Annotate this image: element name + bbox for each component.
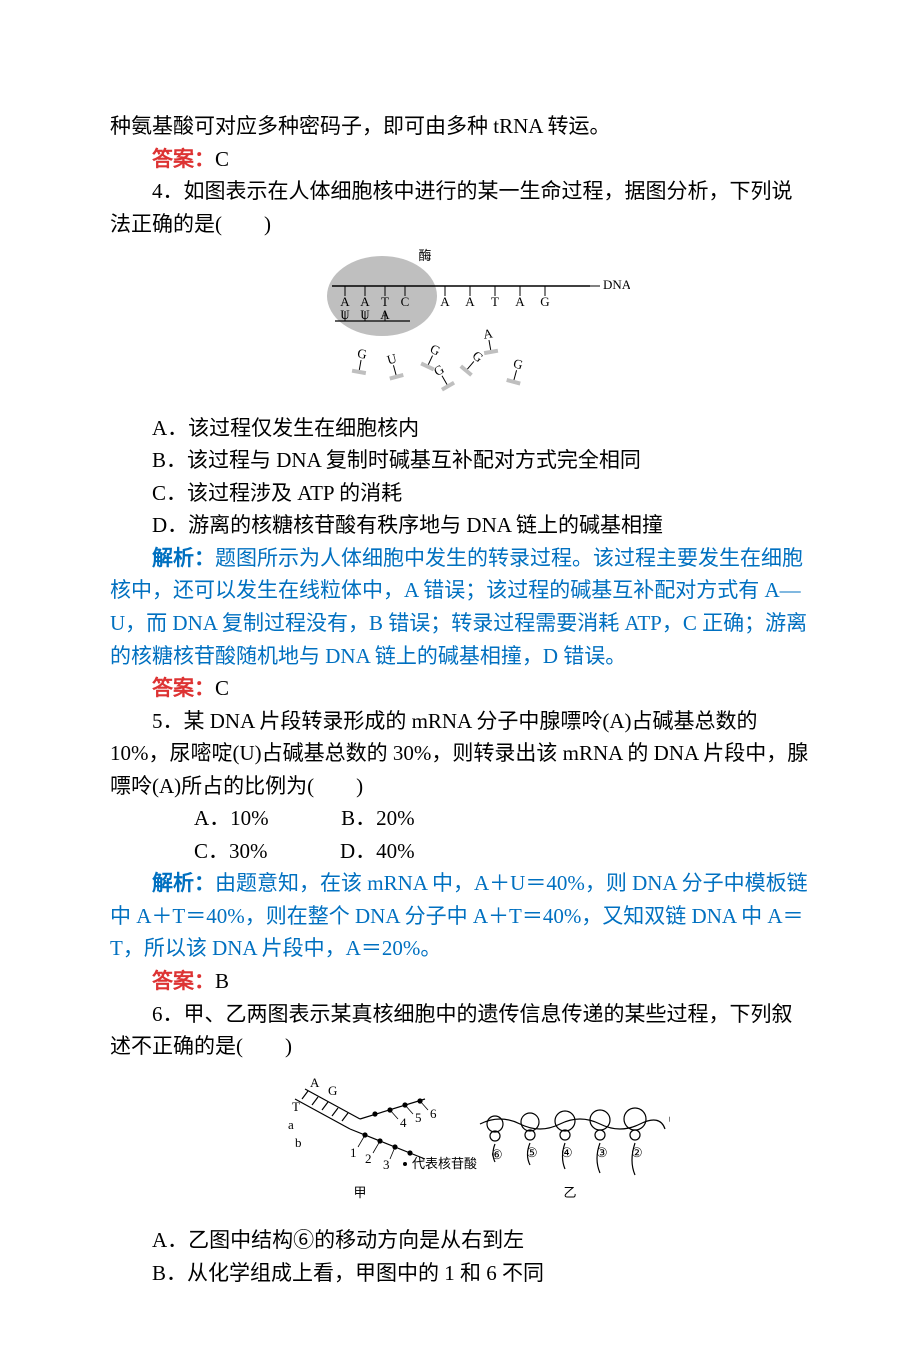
answer-label: 答案： (152, 969, 215, 993)
panel-right-label: 乙 (563, 1185, 576, 1200)
q5-option-b: B．20% (299, 802, 415, 835)
q5-options-row2: C．30% D．40% (110, 835, 810, 868)
dna-strand-label: DNA单链 (603, 277, 630, 292)
q5-stem: 5．某 DNA 片段转录形成的 mRNA 分子中腺嘌呤(A)占碱基总数的 10%… (110, 705, 810, 803)
svg-text:A: A (515, 294, 525, 309)
svg-text:U: U (360, 307, 370, 322)
svg-text:5: 5 (415, 1110, 422, 1125)
svg-text:U: U (340, 307, 350, 322)
svg-text:③: ③ (596, 1145, 608, 1160)
svg-text:T: T (491, 294, 499, 309)
svg-text:A: A (440, 294, 450, 309)
q4-answer-line: 答案：C (110, 672, 810, 705)
dna-base-5: A (465, 286, 475, 309)
svg-text:⑤: ⑤ (526, 1145, 538, 1160)
dna-base-8: G (540, 286, 549, 309)
q5-explain: 解析：由题意知，在该 mRNA 中，A＋U＝40%，则 DNA 分子中模板链中 … (110, 867, 810, 965)
q4-option-d: D．游离的核糖核苷酸有秩序地与 DNA 链上的碱基相撞 (110, 509, 810, 542)
continuation-text: 种氨基酸可对应多种密码子，即可由多种 tRNA 转运。 (110, 110, 810, 143)
svg-text:b: b (295, 1135, 302, 1150)
svg-text:G: G (356, 346, 368, 362)
svg-text:G: G (431, 362, 447, 380)
q6-stem: 6．甲、乙两图表示某真核细胞中的遗传信息传递的某些过程，下列叙述不正确的是( ) (110, 998, 810, 1063)
svg-text:U: U (385, 350, 399, 367)
q5-option-d: D．40% (298, 835, 415, 868)
svg-text:a: a (288, 1117, 294, 1132)
q5-explain-text: 由题意知，在该 mRNA 中，A＋U＝40%，则 DNA 分子中模板链中 A＋T… (110, 871, 808, 960)
q4-option-c: C．该过程涉及 ATP 的消耗 (110, 477, 810, 510)
svg-text:3: 3 (383, 1157, 390, 1172)
dna-base-6: T (491, 286, 499, 309)
svg-text:④: ④ (561, 1145, 573, 1160)
explain-label: 解析： (152, 871, 215, 895)
answer-label: 答案： (152, 676, 215, 700)
svg-text:G: G (470, 348, 487, 366)
answer-label: 答案： (152, 147, 215, 171)
q4-figure: 酶 A A T C A A T A G DNA单链 U U (110, 246, 810, 406)
q4-explain: 解析：题图所示为人体细胞中发生的转录过程。该过程主要发生在细胞核中，还可以发生在… (110, 542, 810, 672)
svg-text:⑥: ⑥ (491, 1147, 503, 1162)
svg-text:1: 1 (350, 1145, 357, 1160)
q6-figure: A G T a b 1 2 3 (110, 1069, 810, 1219)
q5-answer-line: 答案：B (110, 965, 810, 998)
q3-answer-line: 答案：C (110, 143, 810, 176)
svg-text:G: G (428, 341, 443, 359)
enzyme-label: 酶 (418, 248, 431, 263)
svg-text:G: G (512, 356, 525, 373)
svg-text:A: A (380, 307, 390, 322)
dna-base-4: A (440, 286, 450, 309)
q5-option-a: A．10% (152, 802, 269, 835)
q3-answer: C (215, 147, 229, 171)
dna-base-7: A (515, 286, 525, 309)
svg-text:G: G (328, 1083, 337, 1098)
svg-text:①: ① (668, 1112, 670, 1127)
nucleotide-legend: 代表核苷酸 (412, 1156, 477, 1171)
q4-stem: 4．如图表示在人体细胞核中进行的某一生命过程，据图分析，下列说法正确的是( ) (110, 175, 810, 240)
svg-text:T: T (292, 1099, 300, 1114)
q6-option-a: A．乙图中结构⑥的移动方向是从右到左 (110, 1224, 810, 1257)
panel-left-label: 甲 (353, 1185, 366, 1200)
svg-text:A: A (310, 1075, 320, 1090)
svg-text:②: ② (631, 1145, 643, 1160)
svg-text:6: 6 (430, 1106, 437, 1121)
q5-options-row1: A．10% B．20% (110, 802, 810, 835)
q5-option-c: C．30% (152, 835, 268, 868)
svg-text:C: C (401, 294, 410, 309)
svg-text:G: G (540, 294, 549, 309)
q4-answer: C (215, 676, 229, 700)
q4-option-a: A．该过程仅发生在细胞核内 (110, 412, 810, 445)
q6-option-b: B．从化学组成上看，甲图中的 1 和 6 不同 (110, 1257, 810, 1290)
q4-explain-text: 题图所示为人体细胞中发生的转录过程。该过程主要发生在细胞核中，还可以发生在线粒体… (110, 546, 807, 668)
svg-text:2: 2 (365, 1151, 372, 1166)
svg-text:A: A (482, 326, 494, 343)
page: 种氨基酸可对应多种密码子，即可由多种 tRNA 转运。 答案：C 4．如图表示在… (0, 0, 920, 1369)
q5-answer: B (215, 969, 229, 993)
svg-text:4: 4 (400, 1115, 407, 1130)
q4-option-b: B．该过程与 DNA 复制时碱基互补配对方式完全相同 (110, 444, 810, 477)
explain-label: 解析： (152, 546, 215, 570)
svg-text:A: A (465, 294, 475, 309)
